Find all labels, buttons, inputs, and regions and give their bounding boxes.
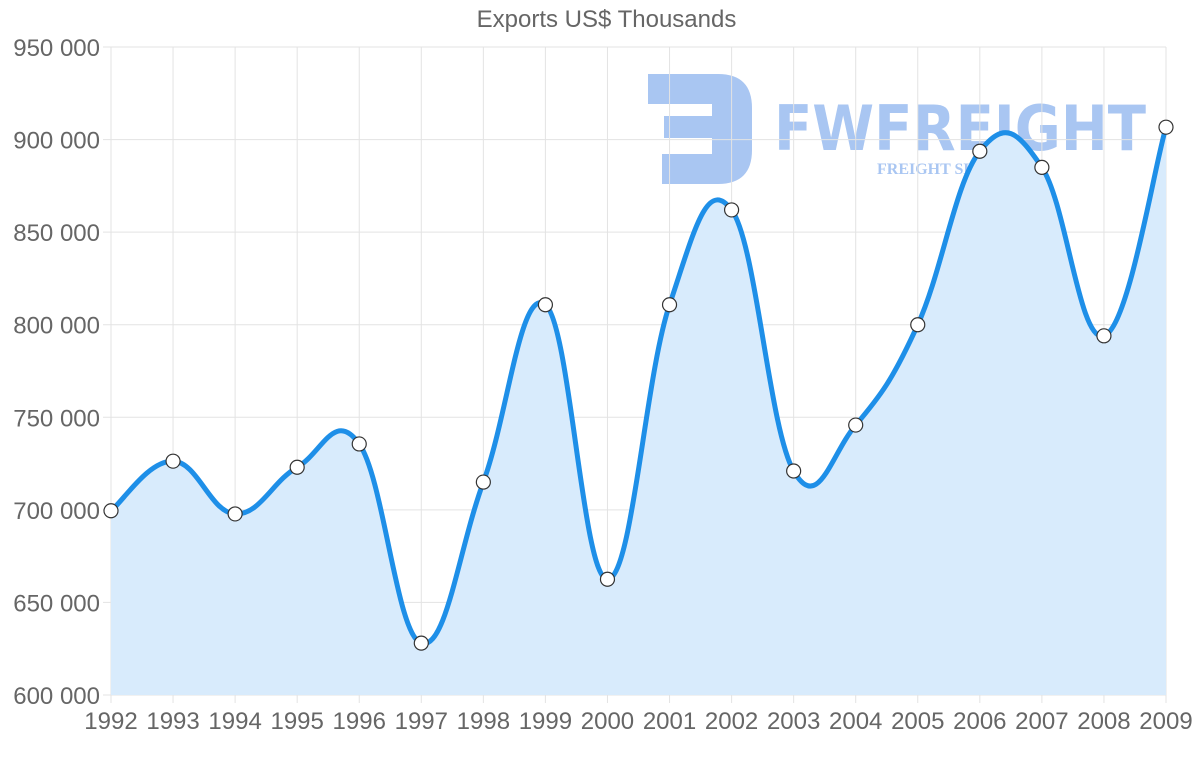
x-tick-label: 1995	[270, 708, 323, 735]
x-tick-label: 2009	[1139, 708, 1192, 735]
y-axis: 600 000 650 000 700 000 750 000 800 000 850 0…	[13, 35, 100, 710]
data-point-2000[interactable]	[599, 571, 616, 587]
x-tick-label: 1999	[519, 708, 572, 735]
data-point-2006[interactable]	[972, 143, 988, 159]
data-point-2003[interactable]	[786, 463, 802, 479]
x-axis: 1992 1993 1994 1995 1996 1997 1998 1999 2000 2001…	[84, 708, 1192, 735]
data-point-2002[interactable]	[723, 202, 740, 218]
x-tick-label: 2007	[1015, 708, 1068, 735]
data-point-1992[interactable]	[103, 503, 119, 519]
data-point-1998[interactable]	[475, 474, 491, 490]
x-tick-label: 2008	[1077, 708, 1130, 735]
data-point-1994[interactable]	[227, 506, 243, 522]
data-points	[103, 119, 1174, 651]
x-tick-label: 2001	[643, 708, 696, 735]
y-tick-label: 850 000	[13, 220, 100, 247]
x-tick-label: 2000	[581, 708, 634, 735]
area-fill	[111, 127, 1166, 695]
y-tick-label: 750 000	[13, 405, 100, 432]
x-tick-label: 1997	[395, 708, 448, 735]
y-tick-label: 800 000	[13, 313, 100, 340]
y-tick-label: 950 000	[13, 35, 100, 62]
data-point-1993[interactable]	[165, 453, 181, 469]
x-tick-label: 1993	[146, 708, 199, 735]
data-point-2001[interactable]	[661, 297, 678, 313]
data-point-2008[interactable]	[1096, 328, 1112, 344]
data-point-2005[interactable]	[910, 317, 926, 333]
y-tick-label: 900 000	[13, 128, 100, 155]
area-fill-shape	[111, 127, 1166, 695]
data-point-2004[interactable]	[848, 417, 864, 433]
data-point-1999[interactable]	[537, 297, 554, 313]
y-tick-label: 600 000	[13, 683, 100, 710]
x-tick-label: 2004	[829, 708, 882, 735]
data-point-2009[interactable]	[1158, 119, 1174, 135]
data-point-1996[interactable]	[351, 436, 367, 452]
data-point-2007[interactable]	[1034, 159, 1050, 175]
data-point-1995[interactable]	[289, 459, 305, 475]
x-tick-label: 2005	[891, 708, 944, 735]
chart-title: Exports US$ Thousands	[476, 6, 737, 33]
data-point-1997[interactable]	[413, 635, 429, 651]
x-tick-label: 2002	[705, 708, 758, 735]
data-line	[109, 126, 1169, 646]
x-tick-label: 1992	[84, 708, 137, 735]
logo-mark-icon	[648, 74, 752, 184]
x-tick-label: 1996	[333, 708, 386, 735]
y-tick-label: 700 000	[13, 498, 100, 525]
y-tick-label: 650 000	[13, 590, 100, 617]
x-tick-label: 1998	[457, 708, 510, 735]
x-tick-label: 2003	[767, 708, 820, 735]
x-tick-label: 2006	[953, 708, 1006, 735]
series-line	[109, 126, 1169, 646]
watermark-brand: FWFREIGHT	[774, 92, 1146, 165]
x-tick-label: 1994	[208, 708, 261, 735]
